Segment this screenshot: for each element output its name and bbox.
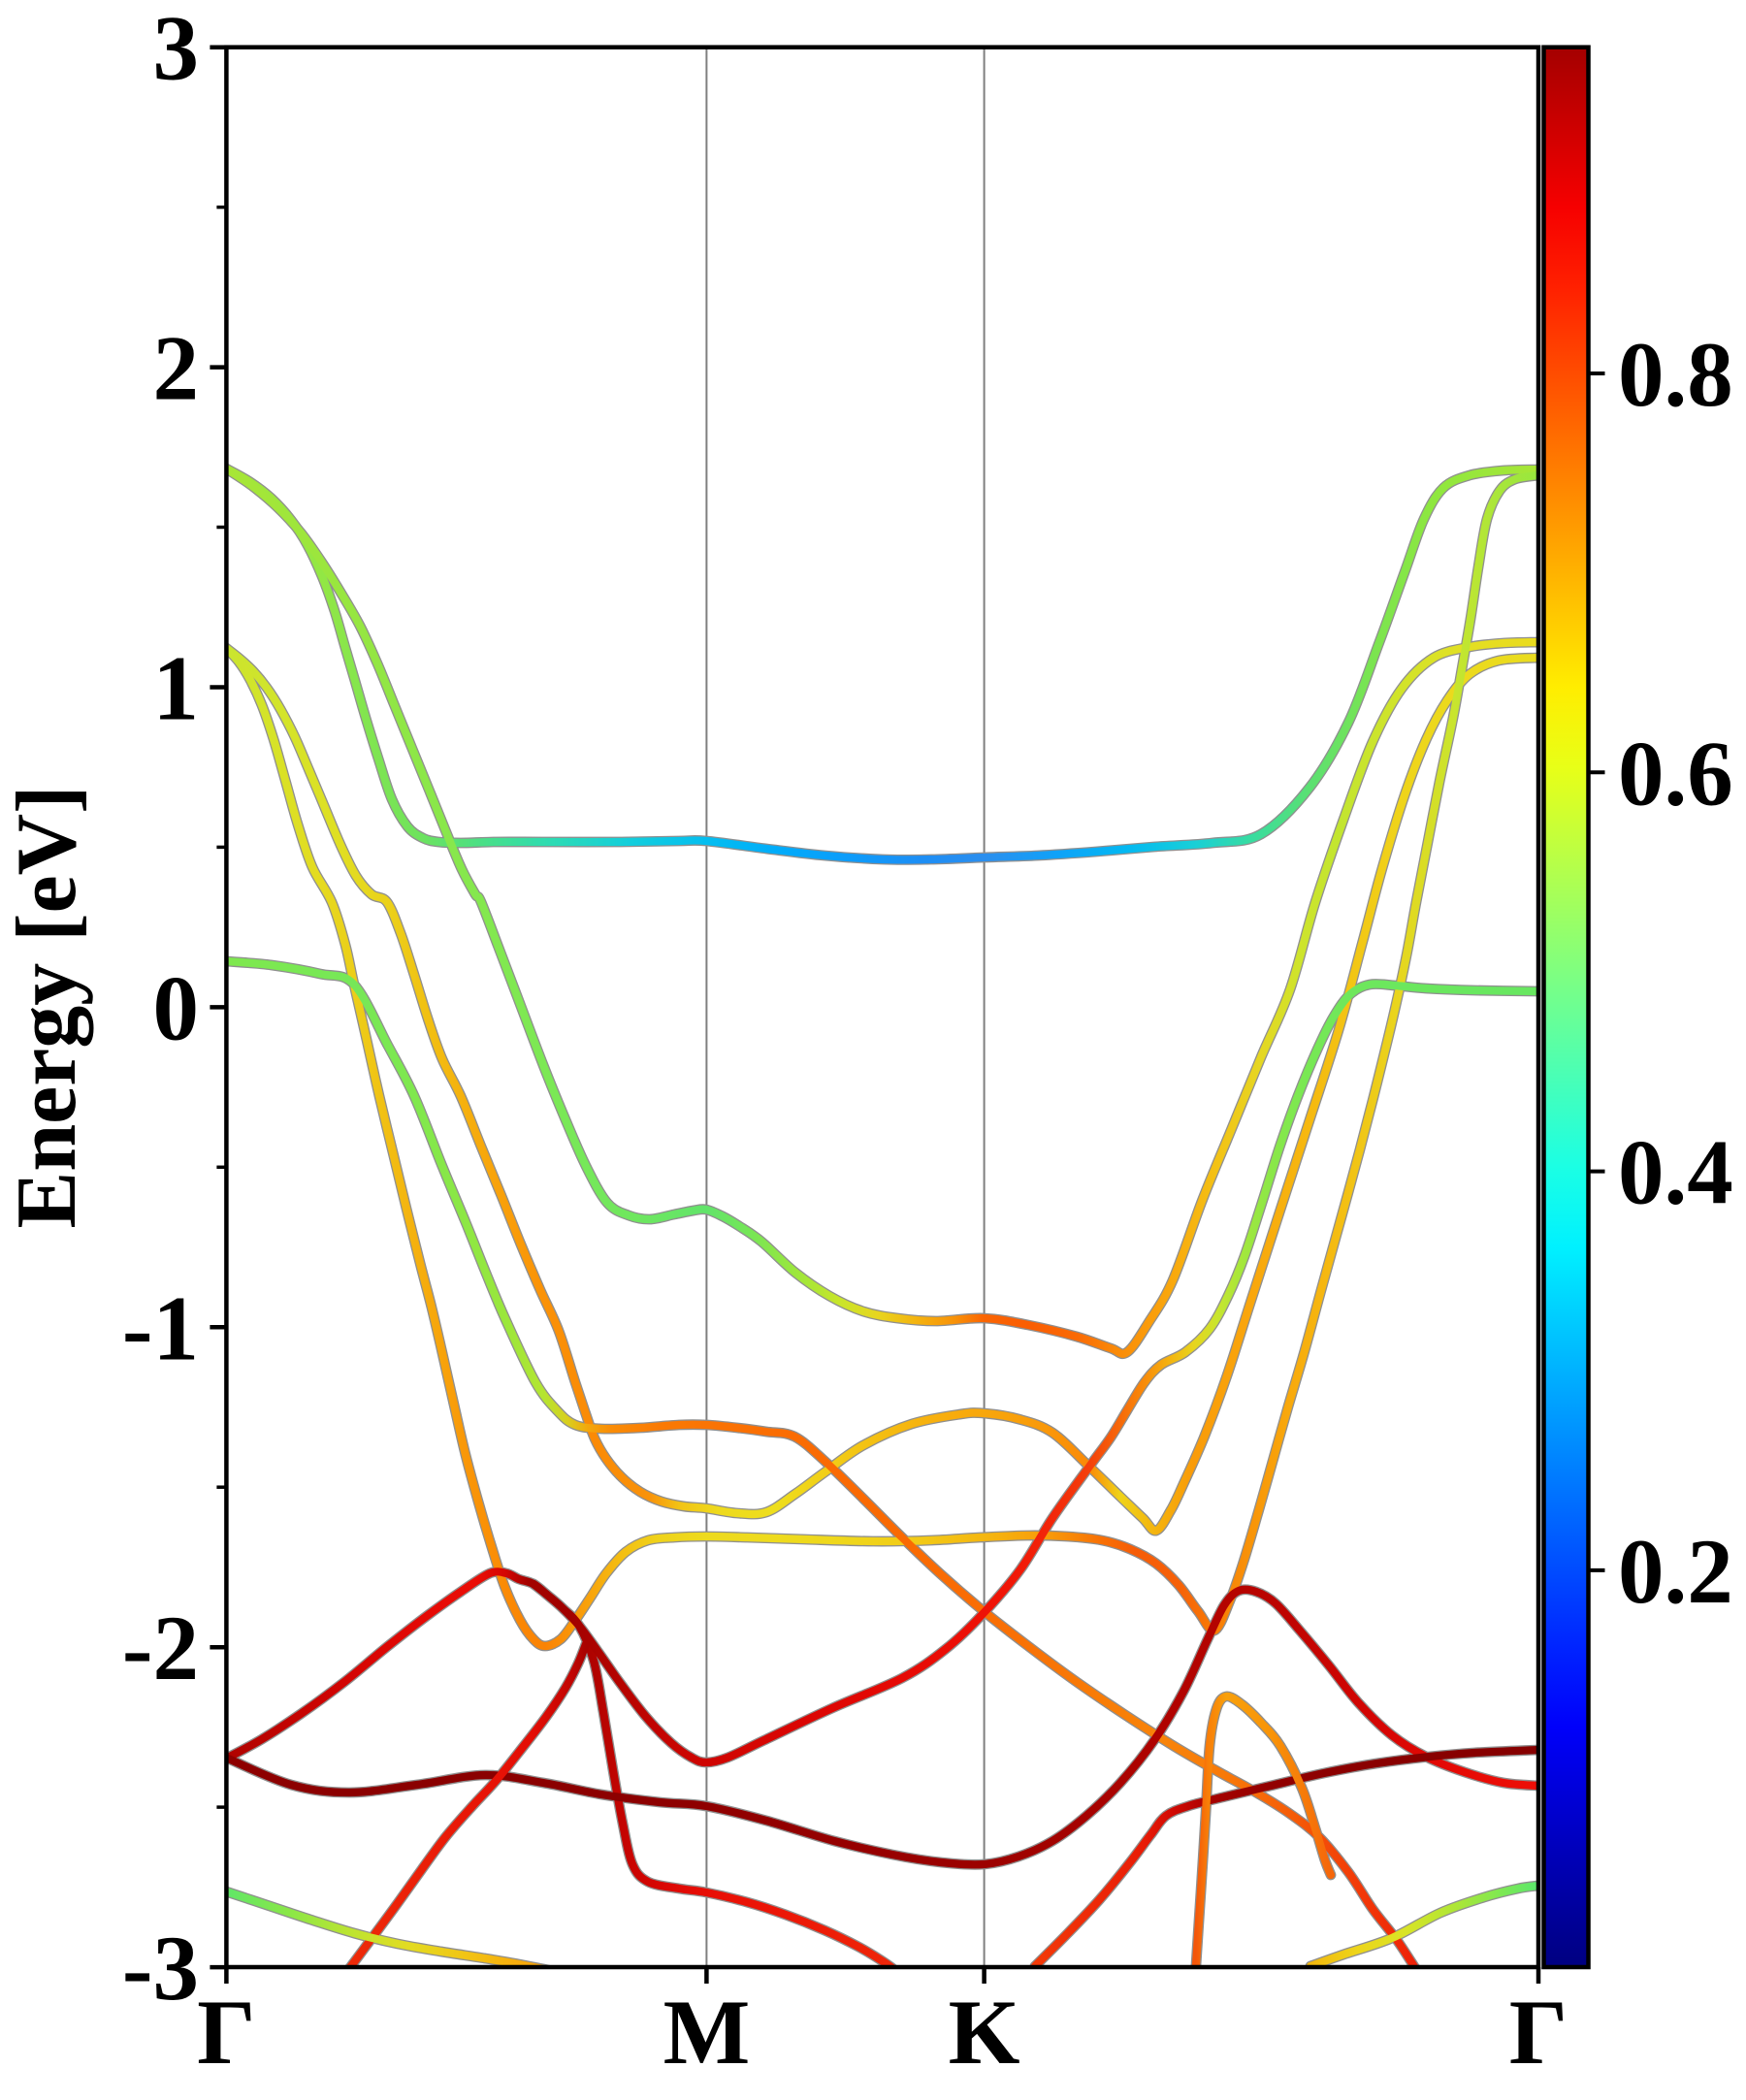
svg-text:Γ: Γ xyxy=(197,1981,255,2084)
svg-text:Γ: Γ xyxy=(1509,1981,1568,2084)
svg-text:0.4: 0.4 xyxy=(1618,1121,1733,1224)
svg-text:1: 1 xyxy=(153,637,200,740)
svg-text:-2: -2 xyxy=(122,1597,199,1699)
svg-text:0: 0 xyxy=(153,956,200,1059)
svg-text:-3: -3 xyxy=(122,1917,199,2019)
svg-text:3: 3 xyxy=(153,0,200,100)
svg-text:Energy [eV]: Energy [eV] xyxy=(0,786,94,1229)
svg-text:M: M xyxy=(663,1981,751,2084)
svg-text:2: 2 xyxy=(153,317,200,420)
svg-text:-1: -1 xyxy=(122,1276,199,1379)
svg-text:0.2: 0.2 xyxy=(1618,1520,1733,1623)
svg-text:0.8: 0.8 xyxy=(1618,323,1733,426)
svg-text:K: K xyxy=(949,1981,1020,2084)
svg-text:0.6: 0.6 xyxy=(1618,722,1733,824)
